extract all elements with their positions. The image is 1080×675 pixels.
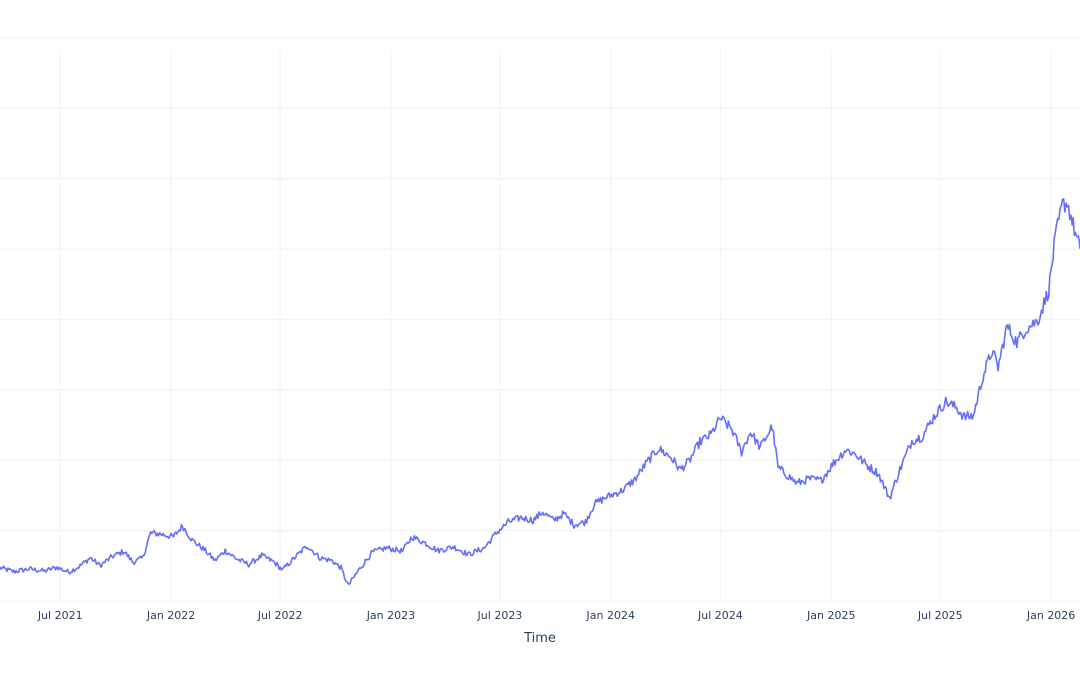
x-tick-label: Jan 2023 <box>366 609 415 622</box>
x-tick-label: Jan 2022 <box>146 609 195 622</box>
x-tick-label: Jul 2023 <box>477 609 523 622</box>
x-tick-label: Jul 2024 <box>697 609 743 622</box>
x-tick-label: Jan 2025 <box>806 609 855 622</box>
series-line-0 <box>0 198 1080 585</box>
grid <box>0 37 1080 602</box>
x-tick-label: Jan 2024 <box>586 609 635 622</box>
x-tick-label: Jul 2022 <box>257 609 303 622</box>
x-axis-ticks: Jul 2021 Jan 2022 Jul 2022 Jan 2023 Jul 2023… <box>37 609 1075 622</box>
x-tick-label: Jan 2026 <box>1026 609 1075 622</box>
x-tick-label: Jul 2025 <box>917 609 963 622</box>
x-axis-title: Time <box>523 631 556 646</box>
x-tick-label: Jul 2021 <box>37 609 83 622</box>
series-group <box>0 198 1080 585</box>
